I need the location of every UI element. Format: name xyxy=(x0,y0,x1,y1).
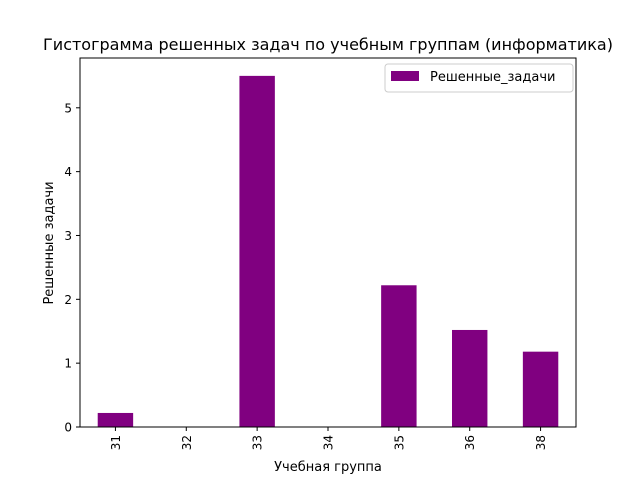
chart-title: Гистограмма решенных задач по учебным гр… xyxy=(43,35,613,54)
x-tick-label: 36 xyxy=(463,435,477,450)
x-tick-label: 35 xyxy=(392,435,406,450)
x-tick-label: 38 xyxy=(534,435,548,450)
y-axis-label: Решенные задачи xyxy=(42,181,57,304)
legend-label: Решенные_задачи xyxy=(430,70,555,85)
bar-33 xyxy=(239,75,275,428)
bar-31 xyxy=(97,412,134,427)
bar-35 xyxy=(381,285,417,427)
y-tick-label: 0 xyxy=(64,421,72,435)
x-tick-label: 33 xyxy=(251,435,265,450)
bar-38 xyxy=(522,351,559,427)
y-tick-label: 1 xyxy=(64,357,72,371)
x-axis-label: Учебная группа xyxy=(274,460,382,475)
bar-36 xyxy=(452,329,488,427)
legend-box xyxy=(384,63,574,93)
x-tick-label: 34 xyxy=(322,435,336,450)
axes-frame xyxy=(79,57,577,428)
legend-swatch xyxy=(391,71,419,81)
y-tick-label: 4 xyxy=(64,165,72,179)
legend: Решенные_задачи xyxy=(384,63,574,93)
y-tick-label: 5 xyxy=(64,101,72,115)
x-tick-label: 32 xyxy=(180,435,194,450)
x-tick-label: 31 xyxy=(109,435,123,450)
y-tick-label: 3 xyxy=(64,229,72,243)
y-tick-label: 2 xyxy=(64,293,72,307)
